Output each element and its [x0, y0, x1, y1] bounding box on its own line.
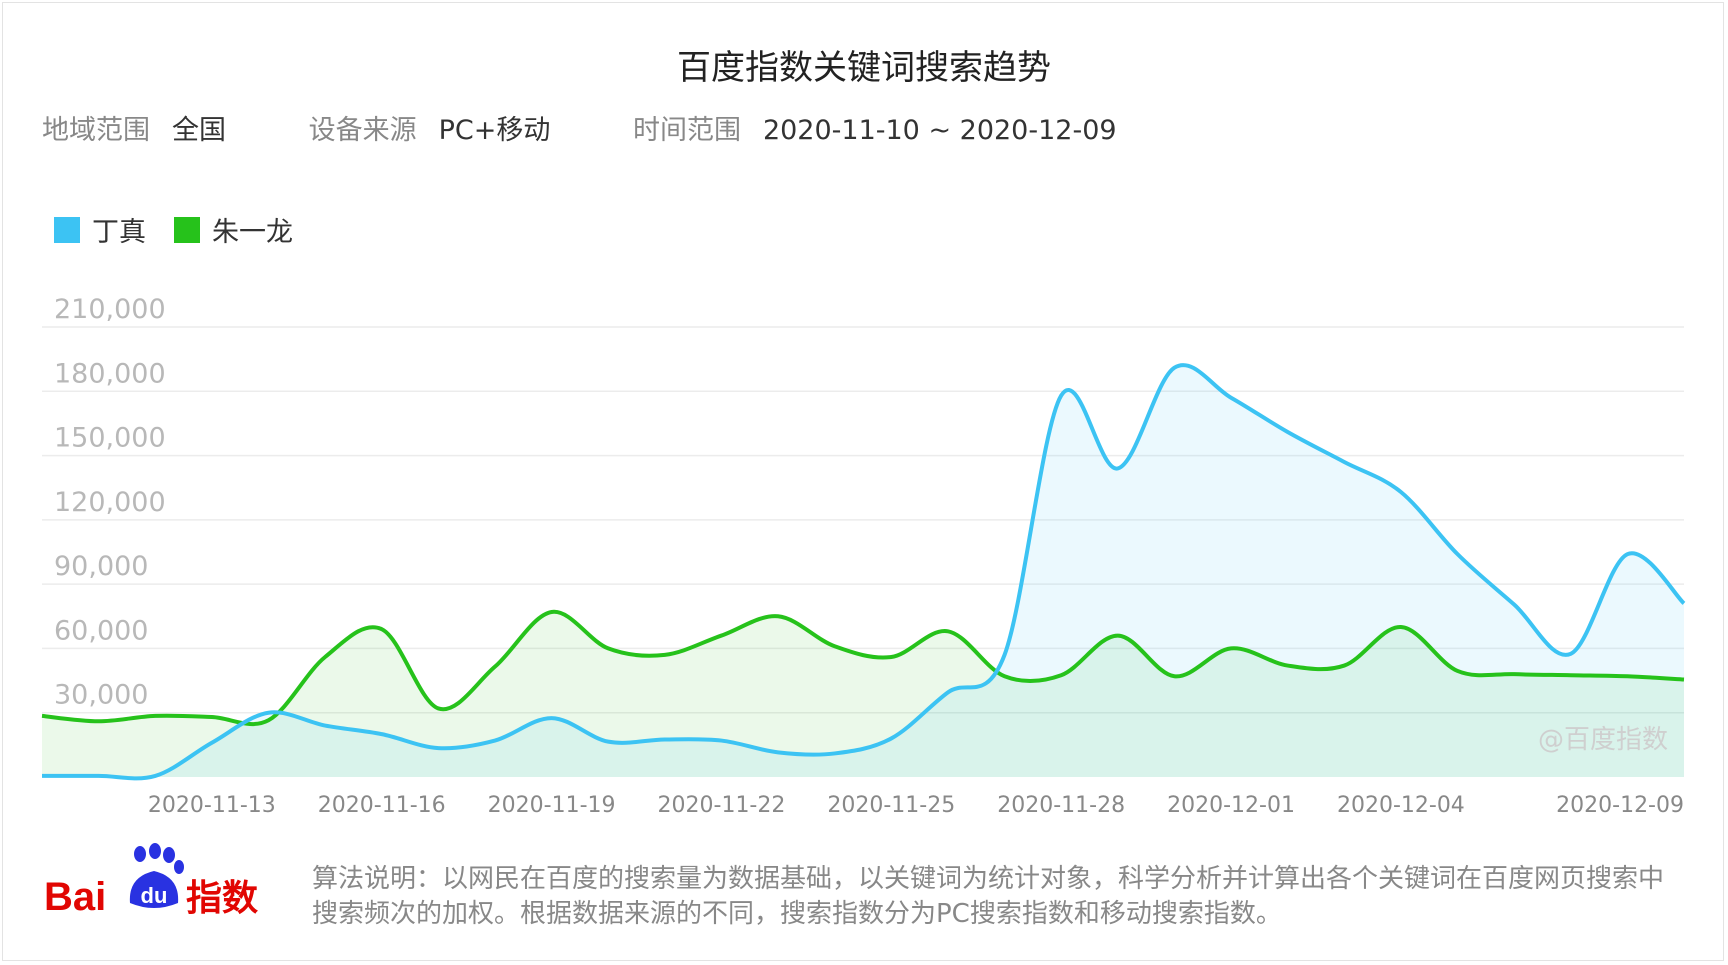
series-area-b [42, 611, 1684, 777]
x-tick-label: 2020-11-28 [997, 793, 1125, 818]
chart-title: 百度指数关键词搜索趋势 [677, 48, 1051, 88]
y-tick-labels: 30,000 60,000 90,000 120,000 150,000 180,000 2… [54, 294, 166, 711]
trend-chart: 30,000 60,000 90,000 120,000 150,000 180,000 2… [41, 294, 1686, 818]
legend-label-series-a: 丁真 [92, 217, 146, 248]
x-tick-label: 2020-11-25 [827, 793, 955, 818]
area-layer [42, 365, 1684, 779]
device-label: 设备来源 [308, 115, 417, 146]
legend-item-series-a[interactable]: 丁真 [54, 210, 146, 249]
legend-item-series-b[interactable]: 朱一龙 [174, 210, 293, 249]
y-tick-label: 120,000 [54, 487, 166, 518]
logo-bai-text: Bai [44, 875, 106, 919]
legend: 丁真 朱一龙 [54, 210, 321, 249]
watermark-text: @百度指数 [1538, 725, 1668, 755]
series-line-a [42, 363, 1686, 781]
paw-icon [129, 843, 184, 908]
x-tick-label: 2020-12-04 [1337, 793, 1465, 818]
x-tick-label: 2020-11-16 [318, 793, 446, 818]
y-tick-label: 210,000 [54, 294, 166, 325]
y-tick-label: 150,000 [54, 423, 166, 454]
legend-label-series-b: 朱一龙 [212, 217, 293, 248]
line-layer [41, 363, 1686, 781]
region-label: 地域范围 [42, 115, 150, 146]
legend-swatch-series-b [174, 216, 200, 243]
y-tick-label: 60,000 [54, 615, 148, 646]
grid-layer [42, 326, 1684, 714]
series-area-a [42, 365, 1684, 779]
time-value: 2020-11-10 ~ 2020-12-09 [762, 115, 1117, 146]
x-tick-label: 2020-12-09 [1556, 793, 1684, 818]
x-tick-label: 2020-11-19 [488, 793, 616, 818]
x-tick-label: 2020-11-13 [148, 793, 276, 818]
logo-du-text: du [141, 883, 168, 908]
algorithm-note: 算法说明：以网民在百度的搜索量为数据基础，以关键词为统计对象，科学分析并计算出各… [312, 864, 1665, 929]
series-line-b [41, 609, 1685, 727]
device-value: PC+移动 [438, 115, 551, 146]
y-tick-label: 90,000 [54, 551, 148, 582]
logo-zhishu-text: 指数 [186, 878, 258, 919]
meta-row: 地域范围 全国 设备来源 PC+移动 时间范围 2020-11-10 ~ 2020-1… [42, 108, 1139, 147]
legend-swatch-series-a [54, 216, 80, 243]
y-tick-label: 180,000 [54, 358, 166, 389]
x-tick-labels: 2020-11-13 2020-11-16 2020-11-19 2020-11-22… [148, 793, 1684, 818]
baidu-index-logo: Bai du 指数 [44, 843, 258, 919]
time-label: 时间范围 [632, 115, 741, 146]
x-tick-label: 2020-11-22 [658, 793, 786, 818]
region-value: 全国 [172, 115, 226, 146]
x-tick-label: 2020-12-01 [1167, 793, 1295, 818]
y-tick-label: 30,000 [54, 680, 148, 711]
